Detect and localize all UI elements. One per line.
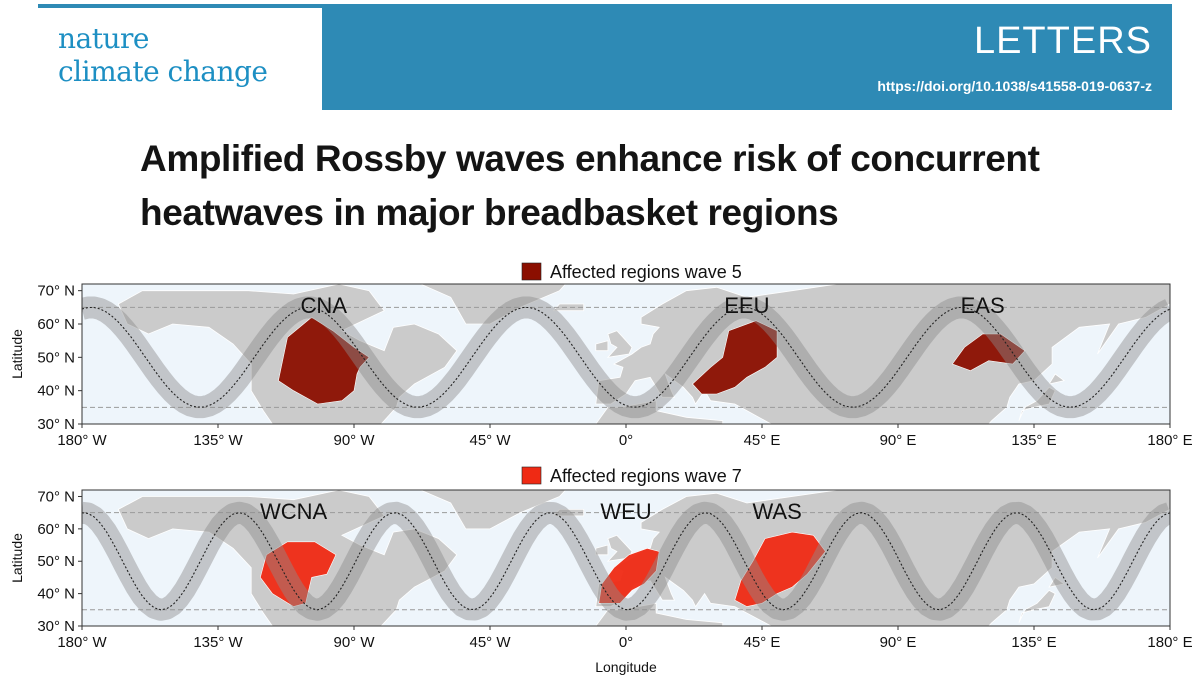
y-tick-label: 30° N [37, 416, 75, 433]
paper-title: Amplified Rossby waves enhance risk of c… [140, 132, 1140, 240]
affected-region-shape [951, 333, 1026, 372]
y-tick-label: 30° N [37, 618, 75, 635]
landmass [1048, 576, 1066, 588]
y-axis-label: Latitude [9, 533, 25, 583]
legend-swatch [521, 466, 542, 485]
y-tick-label: 70° N [37, 488, 75, 505]
region-label-weu: WEU [600, 499, 651, 524]
map-content [82, 284, 1170, 424]
y-tick-label: 60° N [37, 316, 75, 333]
map-panel-1: CNA EEU EAS 30° N 40° N 50° N 60° N 70° N 180° W… [9, 262, 1193, 449]
landmass [420, 284, 567, 325]
y-tick-label: 60° N [37, 521, 75, 538]
landmass [1018, 386, 1056, 421]
journal-name-line2: climate change [58, 55, 268, 88]
x-tick-label: 135° W [193, 634, 243, 651]
x-tick-label: 45° W [469, 634, 511, 651]
landmass [595, 284, 1170, 424]
legend-title: Affected regions wave 7 [550, 466, 742, 486]
landmass [552, 508, 585, 517]
x-tick-label: 90° E [880, 634, 917, 651]
region-label-eeu: EEU [724, 293, 769, 318]
x-tick-label: 90° W [333, 432, 375, 449]
x-tick-label: 45° E [744, 634, 781, 651]
landmass [1018, 589, 1056, 623]
x-tick-label: 45° W [469, 432, 511, 449]
figure: CNA EEU EAS 30° N 40° N 50° N 60° N 70° N 180° W… [9, 262, 1193, 675]
map-content [82, 490, 1170, 626]
x-tick-label: 180° W [57, 432, 107, 449]
region-label-was: WAS [752, 499, 801, 524]
region-label-eas: EAS [961, 293, 1005, 318]
y-axis-label: Latitude [9, 329, 25, 379]
affected-region-shape [692, 320, 778, 395]
affected-region-shape [598, 547, 660, 604]
landmass [595, 544, 609, 556]
legend-swatch [521, 262, 542, 281]
x-tick-label: 90° E [880, 432, 917, 449]
journal-name-line1: nature [58, 22, 149, 55]
x-tick-label: 0° [619, 432, 633, 449]
map-panel-2: WCNA WEU WAS 30° N 40° N 50° N 60° N 70° N 180° … [9, 466, 1193, 675]
x-tick-label: 180° W [57, 634, 107, 651]
x-tick-label: 0° [619, 634, 633, 651]
y-tick-label: 70° N [37, 283, 75, 300]
landmass [1048, 373, 1066, 385]
y-tick-label: 40° N [37, 586, 75, 603]
title-line-1: Amplified Rossby waves enhance risk of c… [140, 138, 1040, 179]
affected-region-shape [259, 541, 337, 607]
x-tick-label: 90° W [333, 634, 375, 651]
doi-link[interactable]: https://doi.org/10.1038/s41558-019-0637-… [877, 78, 1152, 94]
region-label-cna: CNA [301, 293, 348, 318]
landmass [420, 490, 567, 530]
region-label-wcna: WCNA [260, 499, 328, 524]
x-tick-label: 135° E [1011, 634, 1056, 651]
x-tick-label: 135° E [1011, 432, 1056, 449]
affected-region-shape [734, 531, 826, 607]
journal-logo-box [38, 8, 322, 110]
section-label: LETTERS [973, 20, 1152, 62]
y-tick-label: 50° N [37, 349, 75, 366]
y-tick-label: 50° N [37, 553, 75, 570]
x-tick-label: 135° W [193, 432, 243, 449]
title-line-2: heatwaves in major breadbasket regions [140, 192, 839, 233]
landmass [552, 303, 585, 312]
journal-logo: nature climate change [58, 22, 268, 88]
x-tick-label: 180° E [1147, 432, 1192, 449]
wave-envelope-band [82, 296, 1170, 419]
landmass [595, 340, 609, 352]
wave-pattern-line [82, 512, 1170, 611]
landmass [606, 330, 633, 358]
y-tick-label: 40° N [37, 383, 75, 400]
affected-region-shape [278, 316, 370, 405]
x-tick-label: 45° E [744, 432, 781, 449]
legend-title: Affected regions wave 5 [550, 262, 742, 282]
x-axis-label: Longitude [595, 659, 657, 675]
x-tick-label: 180° E [1147, 634, 1192, 651]
